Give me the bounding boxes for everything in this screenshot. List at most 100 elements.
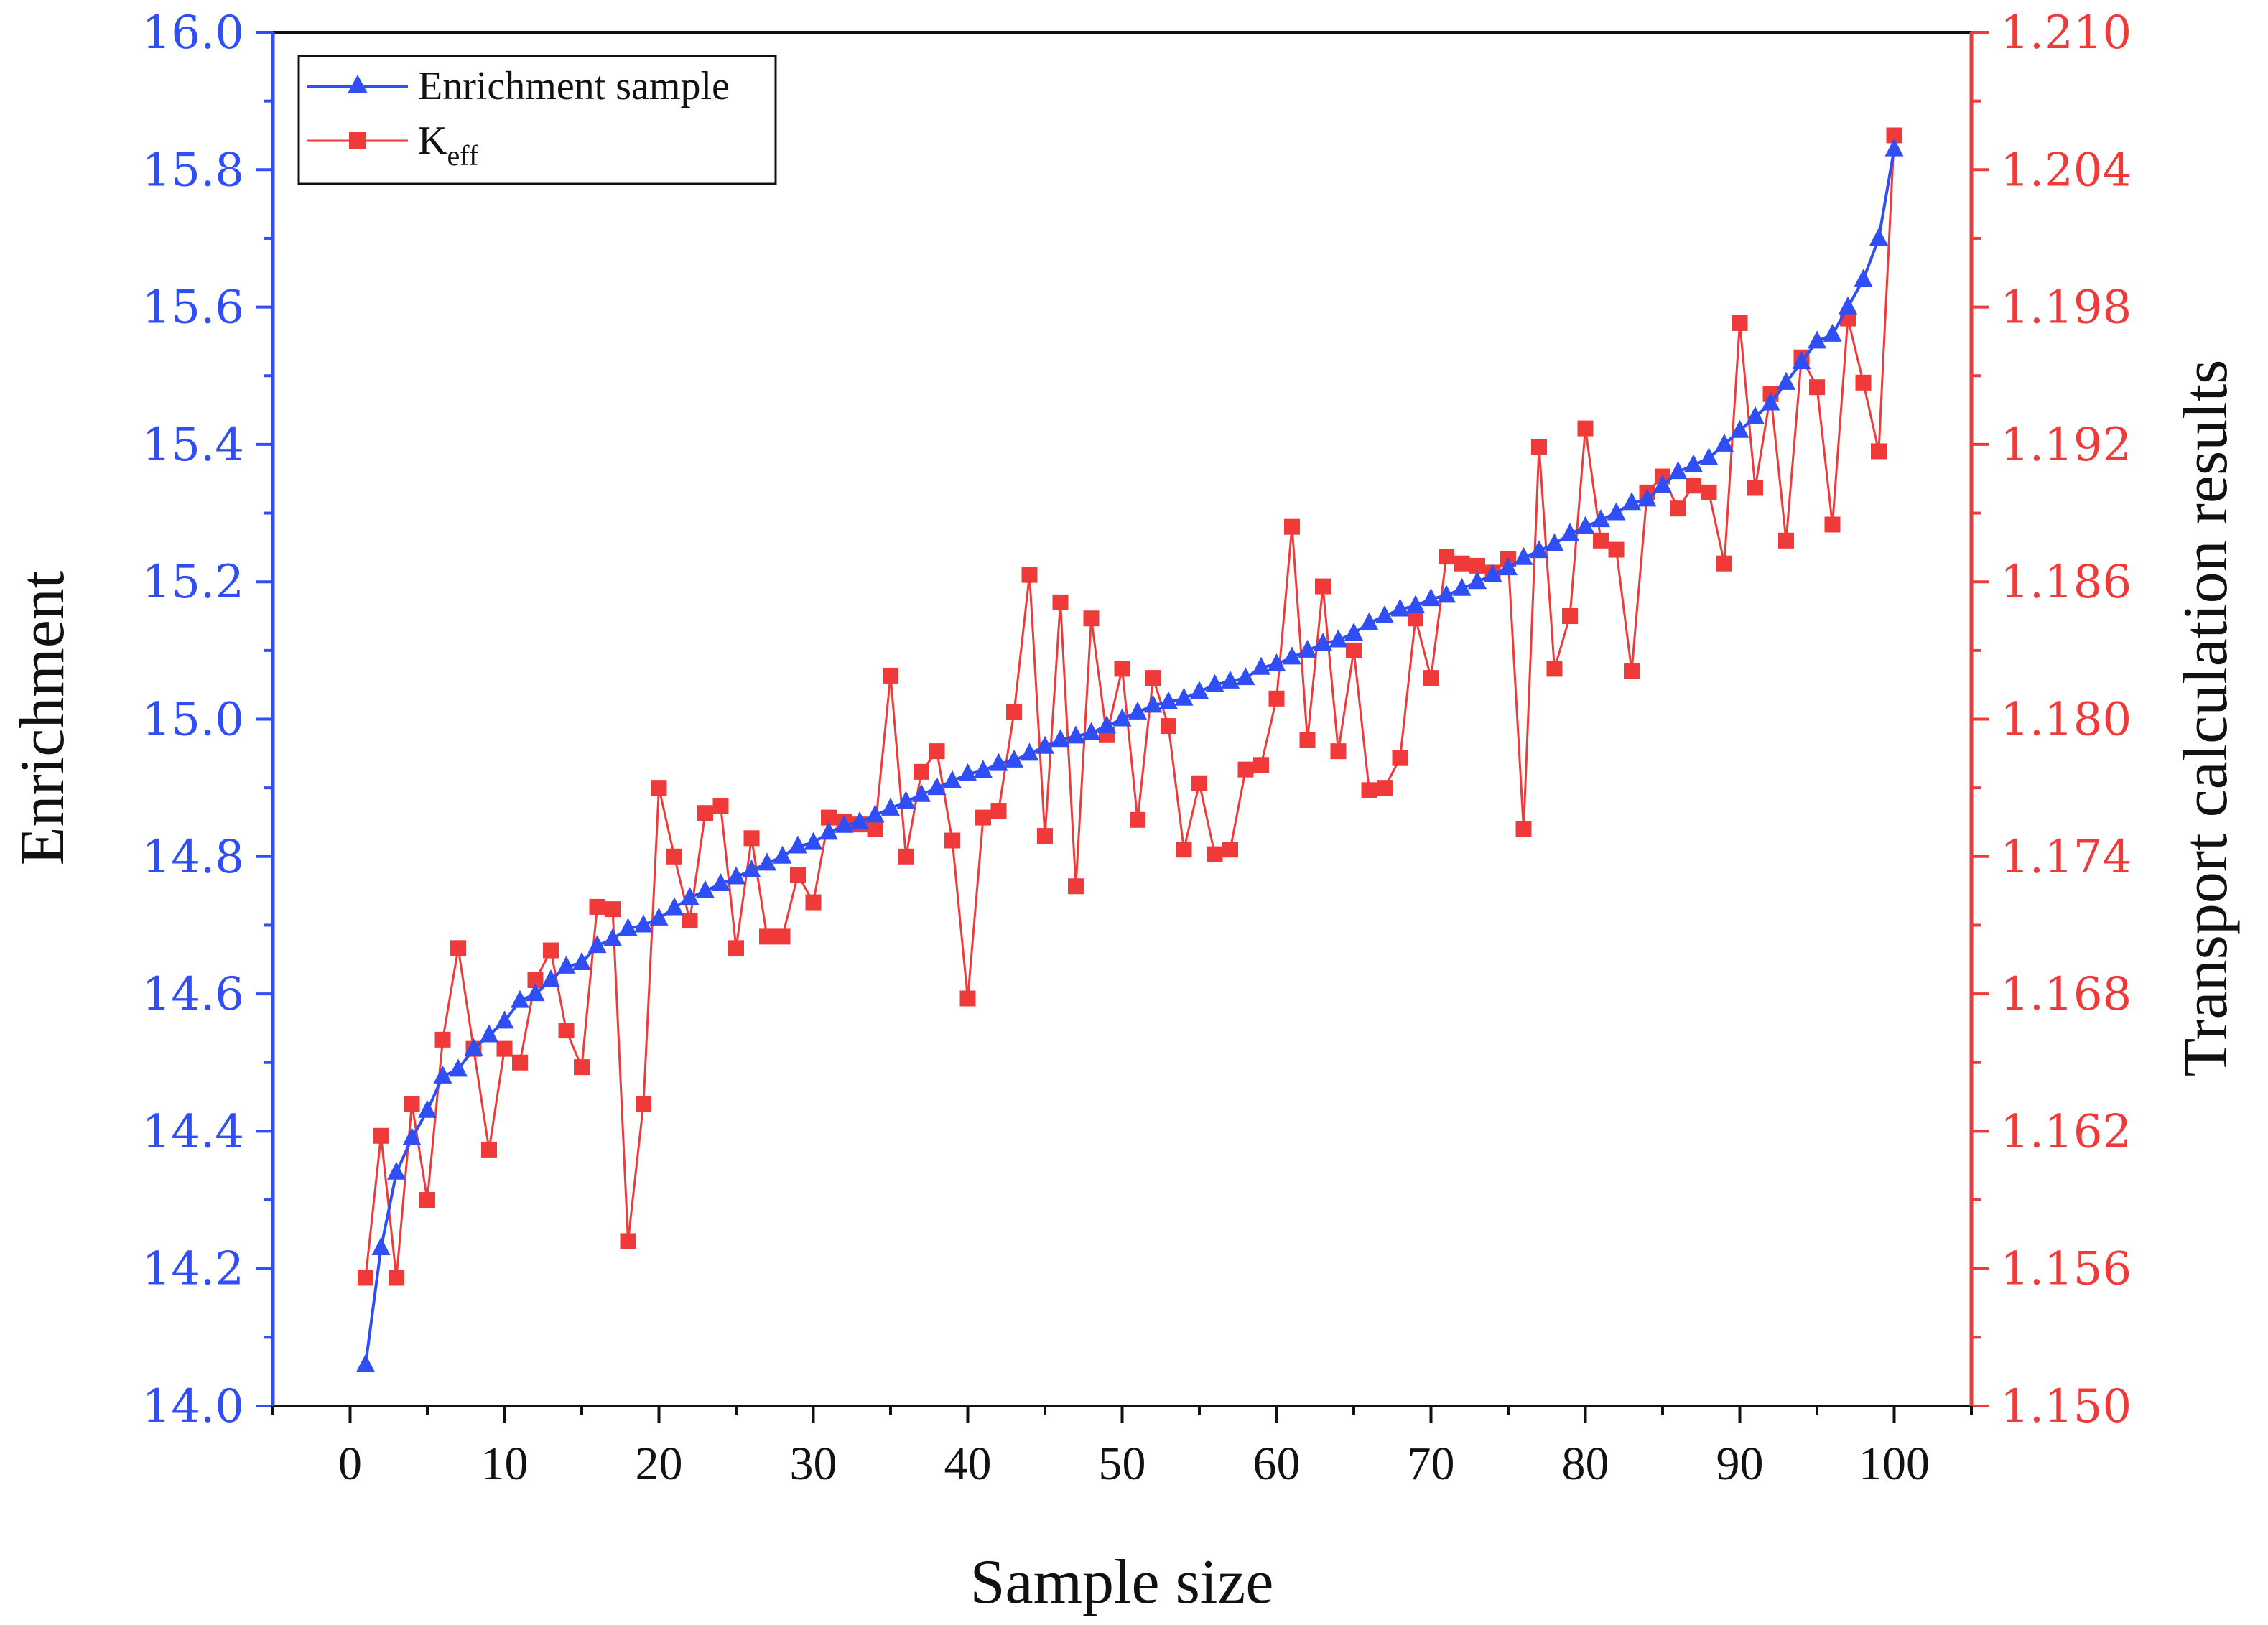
enrichment-point [1576,516,1595,534]
right-tick-label: 1.210 [2000,6,2132,60]
enrichment-point [649,907,669,926]
left-tick-label: 15.8 [142,144,245,197]
keff-point [1577,420,1594,437]
right-tick-label: 1.186 [2000,556,2132,609]
left-tick-label: 14.2 [142,1243,245,1296]
keff-point [1392,750,1408,766]
keff-point [1083,610,1100,627]
enrichment-point [1314,633,1332,651]
keff-point [1593,532,1609,549]
keff-point [666,848,682,865]
enrichment-point [1267,653,1286,671]
keff-point [1176,842,1192,858]
keff-point [883,667,898,684]
right-tick-label: 1.174 [2000,831,2132,884]
keff-point [450,940,466,956]
enrichment-point [865,804,885,823]
enrichment-point [1159,691,1178,709]
left-tick-label: 16.0 [142,6,245,60]
left-tick-label: 14.0 [142,1380,245,1433]
keff-point [1021,567,1038,583]
enrichment-point [1128,701,1147,720]
keff-point [1809,379,1825,396]
keff-point [914,763,929,780]
enrichment-point [896,791,916,809]
keff-point [805,894,822,911]
keff-point [1855,374,1872,391]
keff-point [1346,642,1362,658]
enrichment-point [1699,447,1719,466]
enrichment-point [1761,392,1780,411]
enrichment-point [1653,475,1672,493]
enrichment-point [1452,577,1472,596]
right-tick-label: 1.150 [2000,1380,2132,1433]
keff-point [527,972,544,988]
keff-point [605,901,621,918]
x-tick-label: 30 [790,1438,837,1490]
keff-point [1716,555,1732,572]
keff-point [419,1192,435,1209]
keff-point [712,798,729,814]
right-tick-label: 1.180 [2000,694,2132,747]
keff-point [929,743,945,760]
keff-point [1886,127,1902,144]
enrichment-point [1360,612,1379,630]
x-tick-label: 0 [338,1438,362,1490]
enrichment-point [1591,509,1610,528]
keff-point [682,913,698,929]
x-tick-label: 50 [1099,1438,1146,1490]
left-tick-label: 15.2 [142,556,245,609]
enrichment-point [943,770,962,788]
left-tick-label: 14.8 [142,831,245,884]
enrichment-point [1684,454,1703,472]
keff-point [404,1096,420,1112]
keff-point [358,1270,373,1286]
keff-point [574,1059,590,1076]
keff-point [481,1141,497,1158]
keff-point [759,928,775,945]
enrichment-point [1097,715,1116,734]
keff-point [434,1031,451,1048]
enrichment-point [618,918,638,936]
enrichment-point [1884,138,1904,157]
right-tick-label: 1.204 [2000,144,2132,197]
keff-point [1515,821,1532,837]
x-tick-label: 100 [1859,1438,1930,1490]
x-tick-label: 60 [1253,1438,1301,1490]
keff-point [743,830,760,847]
left-tick-label: 15.0 [142,694,245,747]
enrichment-point [1808,330,1826,349]
enrichment-point [1499,557,1518,576]
keff-point [1330,743,1347,760]
keff-point [1670,500,1686,517]
enrichment-point [1839,296,1857,315]
keff-point [1701,484,1717,500]
enrichment-point [850,811,869,829]
keff-point [1299,732,1316,748]
keff-point [1732,315,1748,331]
enrichment-point [1005,749,1023,768]
enrichment-point [464,1038,483,1056]
keff-point [1315,578,1331,595]
keff-point [1608,541,1625,558]
keff-point [898,848,914,865]
left-y-axis-title: Enrichment [8,571,78,866]
enrichment-point [789,835,807,854]
enrichment-point [819,821,838,840]
left-tick-label: 14.6 [142,968,245,1021]
keff-point [496,1040,513,1057]
keff-point [1284,518,1300,535]
keff-point [1469,557,1485,574]
legend-label-keff-main: K [418,118,447,163]
x-axis: 0 10 20 30 40 50 60 70 80 90 100 [271,1406,1973,1490]
x-tick-label: 80 [1562,1438,1609,1490]
keff-point [1207,846,1223,862]
right-tick-label: 1.162 [2000,1105,2132,1158]
keff-point [1161,718,1176,735]
enrichment-point [433,1065,452,1084]
keff-point [1377,780,1393,796]
enrichment-point [758,852,776,871]
keff-point [1454,555,1470,572]
legend-label-keff: Keff [418,118,479,172]
